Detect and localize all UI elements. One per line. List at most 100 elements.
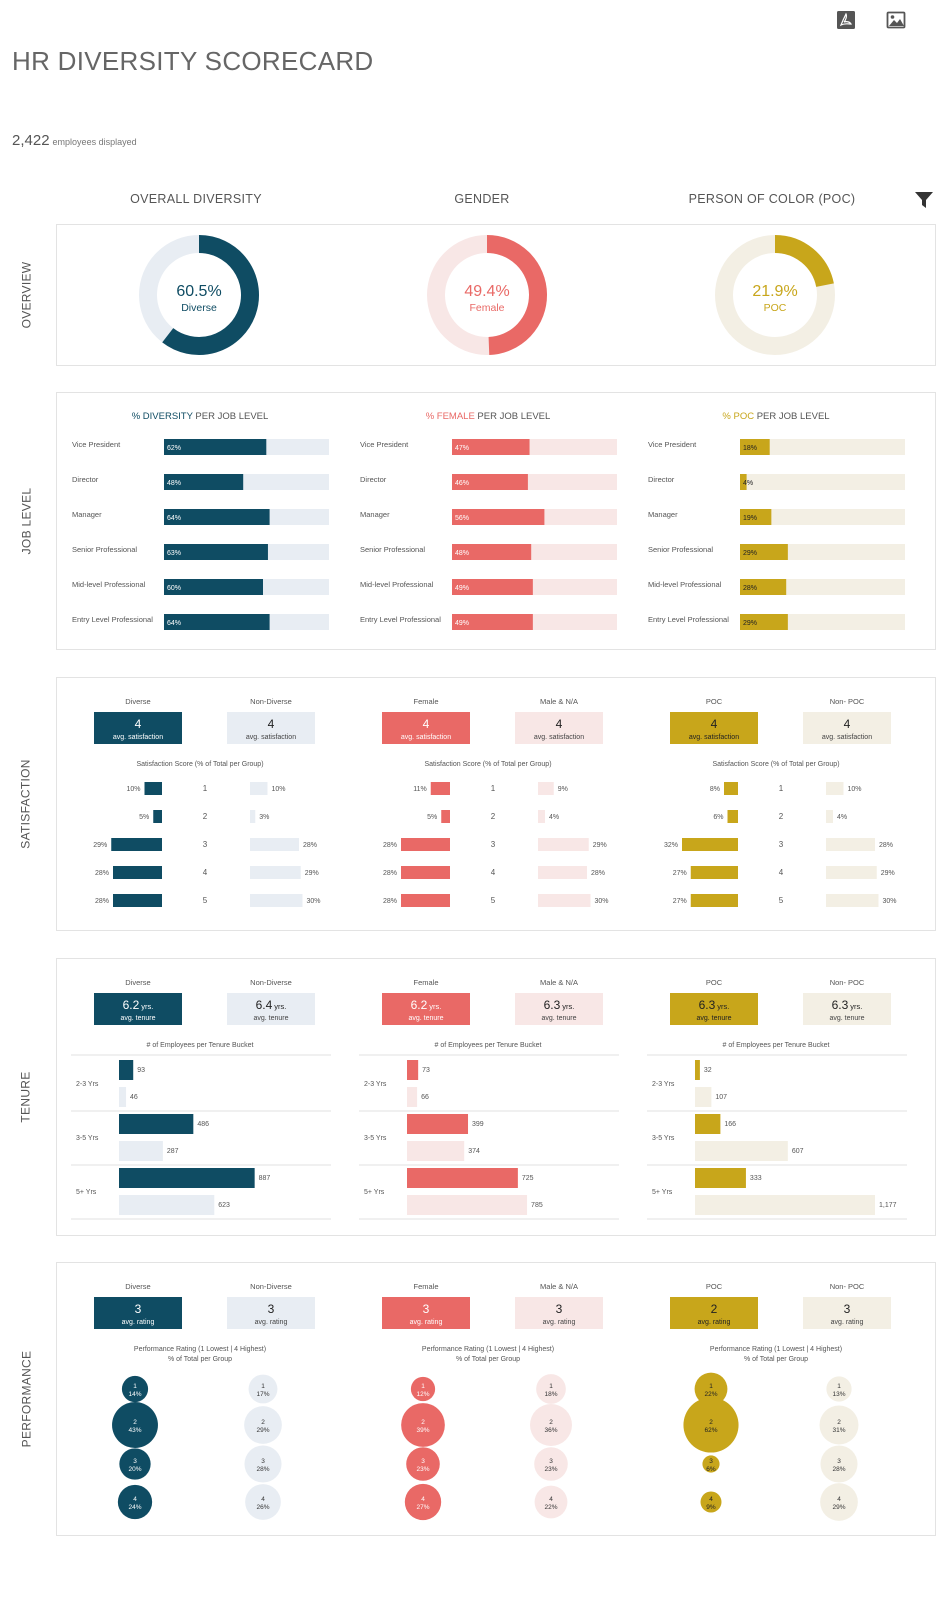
satisfaction-bar-a-label: 28% (95, 898, 109, 905)
satisfaction-bar-b-label: 30% (307, 898, 321, 905)
job-level-bar-label: 19% (743, 515, 757, 522)
job-level-bar-diversity (164, 544, 268, 560)
group-name-b: Non-Diverse (250, 697, 292, 706)
satisfaction-bar-a-label: 11% (413, 786, 427, 793)
performance-bubble-a-poc (702, 1455, 720, 1473)
filter-icon[interactable] (914, 190, 934, 210)
performance-bubble-b-label: 23% (544, 1466, 557, 1473)
tenure-bar-a-label: 166 (724, 1121, 736, 1128)
performance-panel: Diverse Non-Diverse 3 3 avg. rating avg. rati… (56, 1262, 936, 1536)
satisfaction-bar-b-gender (538, 838, 589, 851)
satisfaction-bar-a-diversity (144, 782, 162, 795)
performance-subtitle: Performance Rating (1 Lowest | 4 Highest… (134, 1346, 266, 1353)
job-level-bar-label: 64% (167, 620, 181, 627)
score-caption-a: avg. rating (698, 1319, 731, 1326)
tenure-subtitle: # of Employees per Tenure Bucket (435, 1042, 542, 1049)
score-box-b-diversity (227, 1297, 315, 1329)
score-value-b-number: 3 (844, 1302, 851, 1316)
performance-bubble-b-rating: 2 (837, 1419, 841, 1426)
tenure-bar-b-label: 287 (167, 1148, 179, 1155)
pdf-icon[interactable] (836, 10, 856, 30)
performance-bubble-a-gender (406, 1447, 440, 1481)
satisfaction-bar-a-diversity (113, 894, 162, 907)
group-name-b: Non- POC (830, 978, 865, 987)
satisfaction-bar-b-label: 30% (883, 898, 897, 905)
score-value-a-number: 2 (711, 1302, 718, 1316)
score-caption-a: avg. rating (122, 1319, 155, 1326)
score-value-a-number: 3 (135, 1302, 142, 1316)
tenure-panel: Diverse Non-Diverse 6.2 yrs. 6.4 yrs. avg. ten… (56, 958, 936, 1236)
performance-bubble-a-diversity (119, 1448, 151, 1480)
performance-bubble-a-gender (401, 1403, 445, 1447)
section-label-overview: OVERVIEW (19, 261, 34, 329)
job-level-bar-track (740, 439, 905, 455)
job-level-bar-gender (452, 614, 533, 630)
score-caption-b: avg. rating (255, 1319, 288, 1326)
satisfaction-score-label: 3 (491, 840, 496, 849)
satisfaction-bar-a-label: 10% (126, 786, 140, 793)
performance-bubble-a-label: 22% (704, 1391, 717, 1398)
score-value-b-number: 6.4 (256, 998, 273, 1012)
score-value-b: 3 (268, 1302, 275, 1316)
tenure-bar-b-label: 1,177 (879, 1202, 897, 1209)
satisfaction-bar-b-label: 9% (558, 786, 568, 793)
performance-bubble-b-diversity (244, 1445, 282, 1483)
performance-bubble-a-diversity (112, 1402, 158, 1448)
column-header-gender: GENDER (454, 192, 510, 206)
score-value-a: 3 (135, 1302, 142, 1316)
score-value-a: 6.3 yrs. (699, 998, 730, 1012)
job-level-title-gender: % FEMALE PER JOB LEVEL (426, 411, 551, 422)
group-name-b: Male & N/A (540, 1282, 578, 1291)
score-unit-a: yrs. (429, 1002, 441, 1011)
job-level-bar-diversity (164, 579, 263, 595)
score-box-b-diversity (227, 712, 315, 744)
performance-bubble-a-poc (694, 1372, 728, 1406)
performance-bubble-b-rating: 1 (837, 1383, 841, 1390)
performance-bubble-a-rating: 4 (709, 1496, 713, 1503)
satisfaction-score-label: 1 (779, 784, 784, 793)
score-value-a: 6.2 yrs. (123, 998, 154, 1012)
job-level-bar-poc (740, 439, 770, 455)
satisfaction-bar-b-label: 28% (591, 870, 605, 877)
satisfaction-subtitle: Satisfaction Score (% of Total per Group… (136, 761, 263, 768)
satisfaction-bar-b-label: 30% (595, 898, 609, 905)
donut-arc-poc (774, 235, 834, 288)
performance-bubble-a-rating: 4 (133, 1496, 137, 1503)
satisfaction-bar-a-poc (724, 782, 738, 795)
performance-bubble-b-rating: 3 (837, 1458, 841, 1465)
satisfaction-bar-b-label: 3% (259, 814, 269, 821)
score-caption-b: avg. tenure (253, 1015, 288, 1022)
score-box-a-gender (382, 712, 470, 744)
tenure-bar-b-poc (695, 1195, 875, 1215)
performance-bubble-b-rating: 4 (261, 1496, 265, 1503)
score-box-a-diversity (94, 993, 182, 1025)
tenure-bar-b-label: 607 (792, 1148, 804, 1155)
performance-bubble-a-label: 14% (128, 1391, 141, 1398)
job-level-category-label: Mid-level Professional (360, 580, 434, 589)
score-value-a-number: 3 (423, 1302, 430, 1316)
donut-value-gender: 49.4% (464, 283, 509, 300)
satisfaction-score-label: 4 (491, 868, 496, 877)
performance-bubble-b-label: 31% (832, 1427, 845, 1434)
score-value-b: 4 (844, 717, 851, 731)
satisfaction-score-label: 1 (203, 784, 208, 793)
performance-bubble-a-label: 62% (704, 1427, 717, 1434)
group-name-a: Female (413, 697, 438, 706)
job-level-category-label: Vice President (72, 440, 121, 449)
score-box-b-gender (515, 993, 603, 1025)
image-icon[interactable] (886, 10, 906, 30)
performance-subtitle-2: % of Total per Group (456, 1356, 520, 1363)
performance-subtitle: Performance Rating (1 Lowest | 4 Highest… (422, 1346, 554, 1353)
donut-arc-diversity (162, 235, 259, 355)
group-name-b: Male & N/A (540, 978, 578, 987)
job-level-bar-diversity (164, 439, 267, 455)
employee-count-label: employees displayed (52, 137, 137, 147)
score-unit-b: yrs. (274, 1002, 286, 1011)
performance-bubble-b-rating: 1 (549, 1383, 553, 1390)
performance-bubble-b-rating: 2 (261, 1419, 265, 1426)
satisfaction-bar-a-label: 29% (93, 842, 107, 849)
job-level-bar-label: 64% (167, 515, 181, 522)
score-caption-b: avg. rating (831, 1319, 864, 1326)
performance-bubble-b-rating: 3 (549, 1458, 553, 1465)
